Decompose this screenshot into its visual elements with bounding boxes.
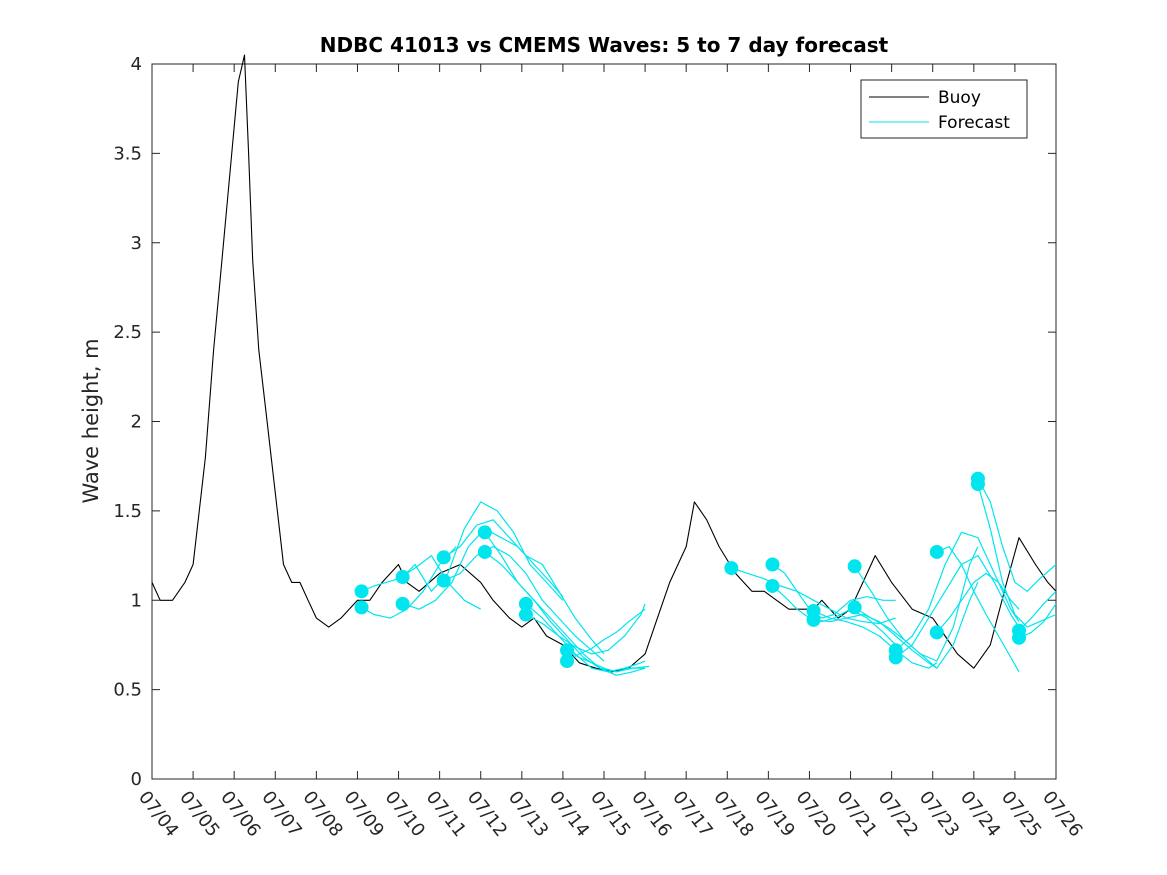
y-tick-label: 3 — [131, 233, 142, 254]
forecast-series-line — [361, 554, 481, 610]
forecast-series-line — [402, 501, 564, 601]
forecast-start-marker — [560, 654, 575, 669]
forecast-start-marker — [765, 557, 780, 572]
forecast-start-marker — [724, 561, 739, 576]
forecast-series-line — [443, 519, 605, 655]
legend-box — [860, 79, 1028, 139]
series-layer — [151, 54, 1057, 676]
y-tick-label: 1 — [131, 590, 142, 611]
buoy-series-line — [151, 54, 1057, 673]
forecast-start-marker — [929, 625, 944, 640]
forecast-series-line — [525, 603, 646, 655]
forecast-start-marker — [518, 607, 533, 622]
forecast-series-line — [566, 649, 646, 673]
forecast-start-marker — [436, 550, 451, 565]
forecast-start-marker — [847, 600, 862, 615]
forecast-series-line — [443, 545, 605, 662]
forecast-start-marker — [847, 559, 862, 574]
forecast-series-line — [813, 610, 938, 669]
forecast-start-marker — [354, 584, 369, 599]
chart-title: NDBC 41013 vs CMEMS Waves: 5 to 7 day fo… — [320, 33, 889, 57]
forecast-start-marker — [765, 578, 780, 593]
forecast-start-marker — [436, 573, 451, 588]
legend: Buoy Forecast — [860, 79, 1028, 139]
forecast-start-marker — [477, 544, 492, 559]
forecast-series-line — [936, 545, 1020, 673]
y-tick-label: 2 — [131, 412, 142, 433]
forecast-series-line — [525, 603, 646, 673]
forecast-start-marker — [354, 600, 369, 615]
forecast-series-line — [895, 531, 1020, 651]
y-tick-label: 0 — [131, 769, 142, 790]
forecast-series-line — [977, 478, 1057, 592]
forecast-start-marker — [518, 596, 533, 611]
y-tick-label: 2.5 — [113, 322, 142, 343]
forecast-series-line — [813, 613, 938, 669]
forecast-series-line — [566, 608, 646, 662]
forecast-series-line — [977, 483, 1057, 628]
forecast-start-marker — [395, 596, 410, 611]
forecast-start-marker — [970, 477, 985, 492]
forecast-series-line — [1018, 590, 1057, 632]
forecast-series-line — [772, 585, 897, 646]
forecast-start-marker — [560, 643, 575, 658]
forecast-series-line — [731, 567, 896, 625]
y-tick-label: 0.5 — [113, 680, 142, 701]
forecast-start-marker — [929, 544, 944, 559]
forecast-markers — [354, 471, 1027, 669]
forecast-series-line — [854, 582, 979, 669]
legend-label-forecast: Forecast — [938, 113, 1010, 133]
forecast-start-marker — [1012, 630, 1027, 645]
y-axis: 0 0.5 1 1.5 2 2.5 3 3.5 4 — [113, 54, 1056, 790]
legend-label-buoy: Buoy — [938, 88, 981, 108]
plot-area — [151, 63, 1057, 780]
forecast-start-marker — [477, 525, 492, 540]
forecast-start-marker — [888, 650, 903, 665]
forecast-series-line — [484, 551, 646, 676]
y-tick-label: 1.5 — [113, 501, 142, 522]
forecast-start-marker — [806, 612, 821, 627]
forecast-start-marker — [395, 570, 410, 585]
y-tick-label: 3.5 — [113, 143, 142, 164]
y-axis-label: Wave height, m — [79, 338, 103, 503]
y-tick-label: 4 — [131, 54, 142, 75]
